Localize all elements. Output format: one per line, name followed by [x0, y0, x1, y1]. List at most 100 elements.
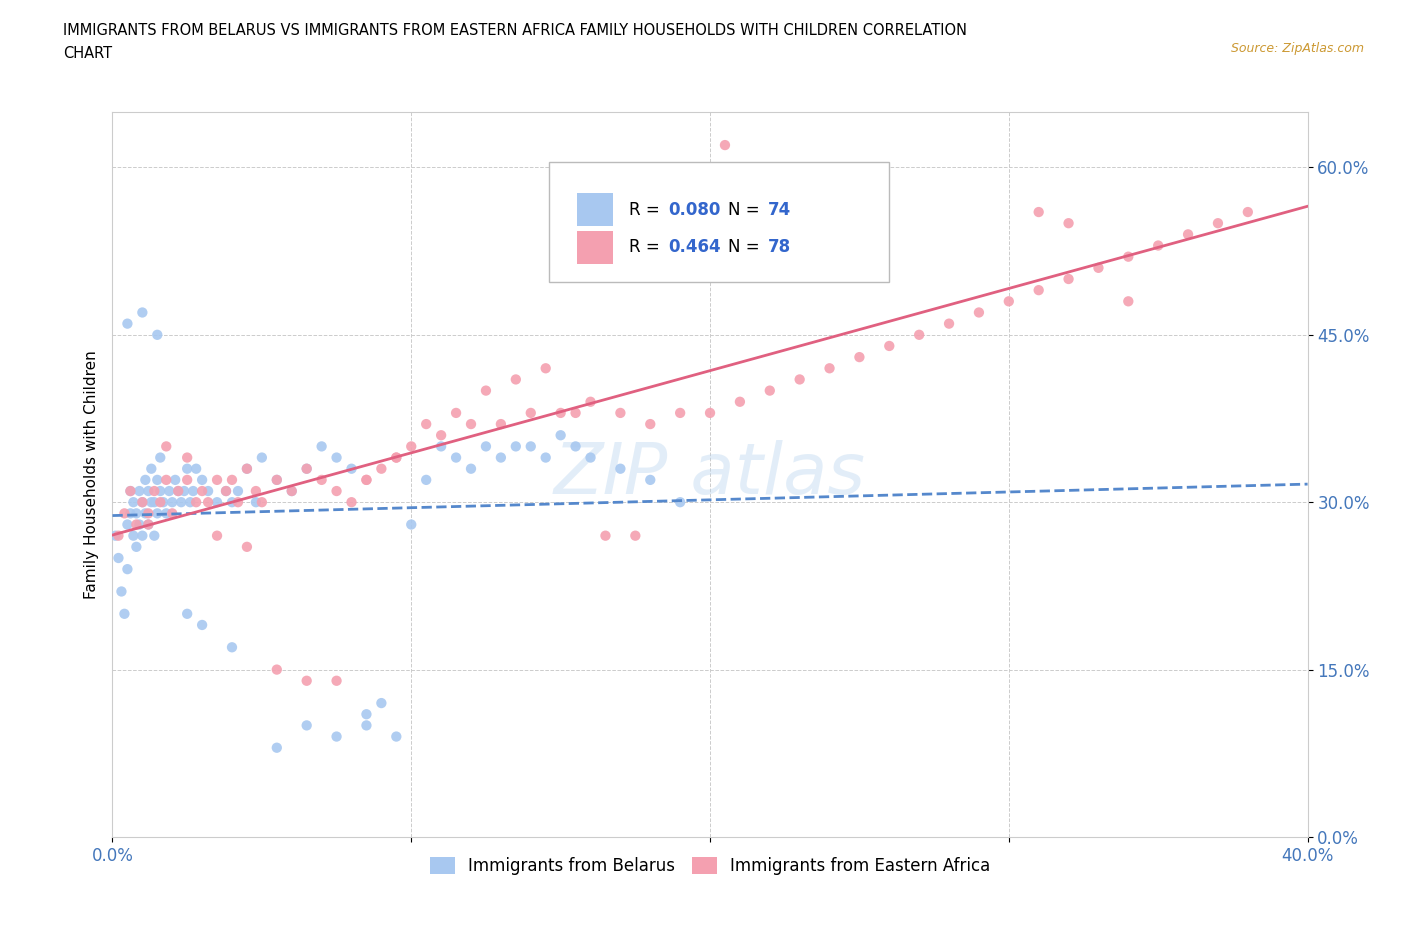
Point [266, 662, 288, 677]
Point [640, 417, 662, 432]
Text: 0.080: 0.080 [668, 201, 721, 219]
Point [266, 472, 288, 487]
Point [138, 484, 160, 498]
Point [370, 461, 392, 476]
Point [266, 740, 288, 755]
Point [759, 383, 782, 398]
Point [460, 417, 482, 432]
Point [415, 417, 437, 432]
Point [683, 182, 706, 197]
Point [401, 439, 423, 454]
Point [1118, 249, 1140, 264]
Point [340, 495, 363, 510]
Point [120, 506, 142, 521]
Point [110, 584, 132, 599]
Point [295, 461, 318, 476]
Point [170, 495, 193, 510]
Point [520, 405, 543, 420]
Point [295, 718, 318, 733]
Point [104, 528, 127, 543]
Point [205, 528, 228, 543]
Point [325, 673, 347, 688]
Point [460, 461, 482, 476]
Point [117, 562, 139, 577]
Legend: Immigrants from Belarus, Immigrants from Eastern Africa: Immigrants from Belarus, Immigrants from… [422, 848, 998, 884]
Point [564, 439, 586, 454]
Point [141, 495, 163, 510]
Point [325, 484, 347, 498]
Point [998, 294, 1021, 309]
Point [131, 495, 153, 510]
Point [122, 495, 145, 510]
Point [356, 707, 378, 722]
Point [579, 450, 602, 465]
Point [1147, 238, 1170, 253]
Point [176, 606, 198, 621]
Text: N =: N = [728, 238, 765, 257]
Y-axis label: Family Households with Children: Family Households with Children [83, 350, 98, 599]
Point [430, 428, 453, 443]
Point [162, 506, 183, 521]
Point [311, 472, 333, 487]
Point [236, 461, 259, 476]
Text: 78: 78 [768, 238, 790, 257]
Point [818, 361, 841, 376]
Point [141, 461, 163, 476]
Point [609, 461, 631, 476]
Point [444, 450, 467, 465]
Point [146, 327, 169, 342]
Text: R =: R = [628, 238, 665, 257]
Point [120, 484, 142, 498]
Point [356, 718, 378, 733]
Point [1028, 205, 1050, 219]
Point [176, 461, 198, 476]
Point [281, 484, 304, 498]
Text: IMMIGRANTS FROM BELARUS VS IMMIGRANTS FROM EASTERN AFRICA FAMILY HOUSEHOLDS WITH: IMMIGRANTS FROM BELARUS VS IMMIGRANTS FR… [63, 23, 967, 38]
Point [669, 495, 692, 510]
Point [134, 506, 156, 521]
Point [534, 450, 557, 465]
Point [505, 372, 527, 387]
Point [138, 506, 160, 521]
Point [146, 472, 169, 487]
Point [186, 495, 208, 510]
Point [181, 484, 204, 498]
Point [125, 539, 148, 554]
Point [250, 495, 273, 510]
Point [728, 394, 751, 409]
Point [430, 439, 453, 454]
Point [120, 484, 142, 498]
Point [138, 517, 160, 532]
Point [714, 138, 737, 153]
Point [149, 450, 172, 465]
Point [179, 495, 201, 510]
Point [176, 450, 198, 465]
Point [131, 528, 153, 543]
Point [143, 528, 166, 543]
Text: Source: ZipAtlas.com: Source: ZipAtlas.com [1230, 42, 1364, 55]
Point [938, 316, 960, 331]
FancyBboxPatch shape [578, 231, 613, 263]
Point [117, 517, 139, 532]
Point [155, 506, 177, 521]
Point [221, 640, 243, 655]
Point [167, 484, 190, 498]
Point [669, 405, 692, 420]
Point [131, 495, 153, 510]
Point [295, 461, 318, 476]
Point [1206, 216, 1229, 231]
Point [125, 506, 148, 521]
Point [197, 495, 219, 510]
Point [385, 450, 408, 465]
Point [640, 472, 662, 487]
Point [967, 305, 990, 320]
Point [205, 495, 228, 510]
Point [125, 517, 148, 532]
Point [311, 439, 333, 454]
Point [122, 528, 145, 543]
Point [1057, 272, 1080, 286]
Text: 74: 74 [768, 201, 790, 219]
Text: CHART: CHART [63, 46, 112, 61]
Point [215, 484, 238, 498]
Text: N =: N = [728, 201, 765, 219]
